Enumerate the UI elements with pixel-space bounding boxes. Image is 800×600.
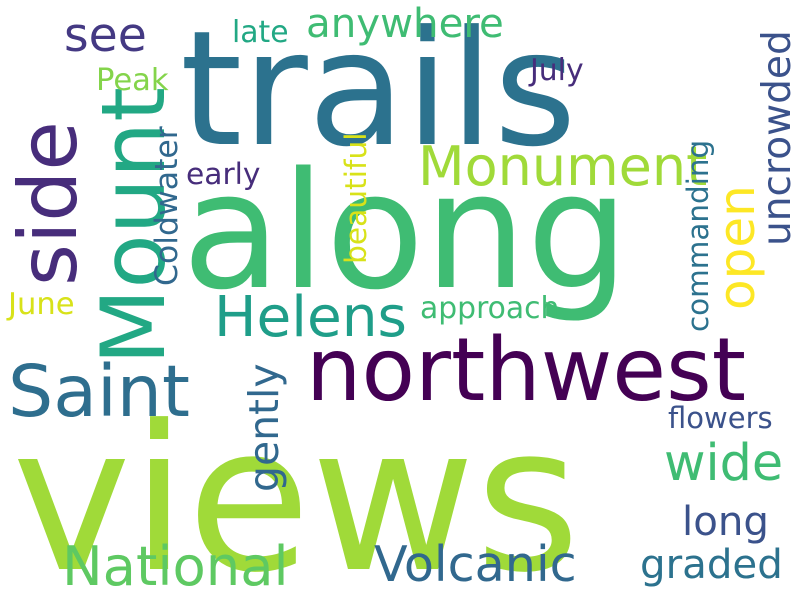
word-long: long [682, 498, 769, 545]
word-gently: gently [240, 363, 288, 492]
word-national: National [62, 535, 289, 598]
word-side: side [1, 121, 95, 286]
word-approach: approach [420, 291, 560, 326]
word-along: along [182, 138, 629, 326]
word-peak: Peak [96, 63, 169, 98]
word-trails: trails [180, 0, 577, 182]
word-wide: wide [664, 433, 784, 492]
word-volcanic: Volcanic [374, 535, 577, 593]
word-saint: Saint [8, 350, 190, 433]
word-anywhere: anywhere [306, 0, 504, 47]
word-helens: Helens [214, 285, 407, 350]
word-coldwater: Coldwater [149, 126, 185, 286]
word-late: late [232, 15, 289, 50]
word-june: June [8, 287, 75, 322]
word-early: early [186, 157, 261, 192]
word-beautiful: beautiful [339, 132, 374, 264]
word-northwest: northwest [306, 319, 747, 421]
word-graded: graded [640, 541, 783, 588]
word-july: July [530, 53, 584, 88]
word-flowers: flowers [668, 401, 773, 435]
word-commanding: commanding [681, 139, 715, 332]
word-monument: Monument [418, 135, 708, 198]
word-open: open [708, 185, 766, 310]
word-see: see [64, 8, 147, 63]
word-views: views [12, 383, 581, 600]
